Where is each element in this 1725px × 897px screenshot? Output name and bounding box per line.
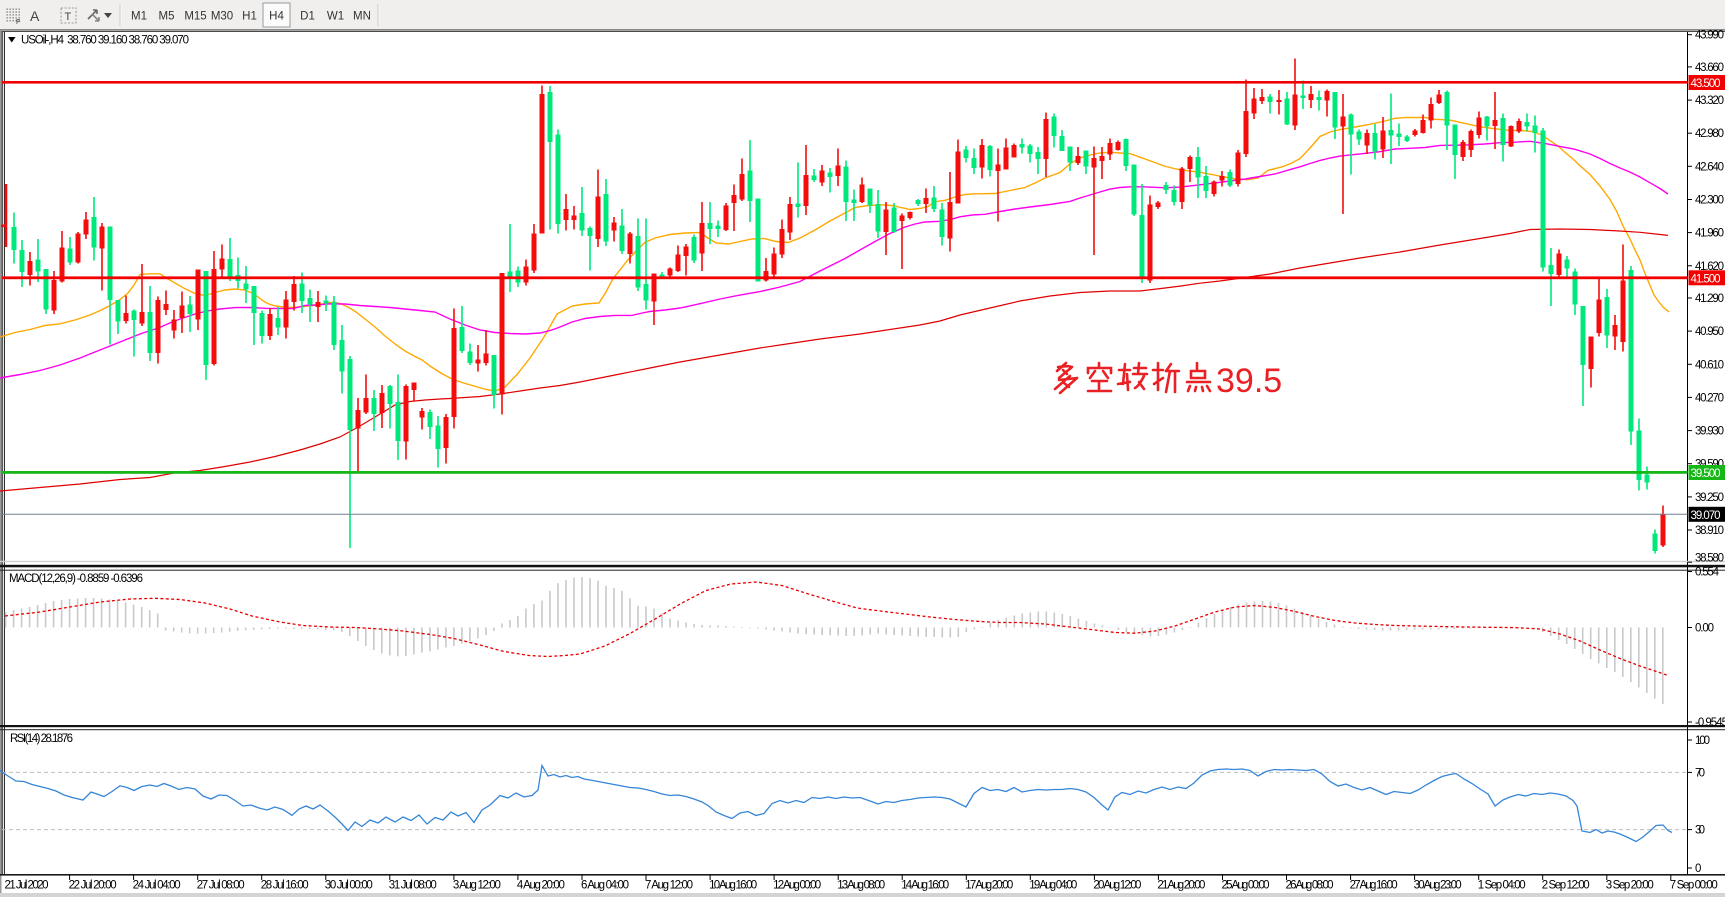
- svg-text:RSI(14) 28.1876: RSI(14) 28.1876: [10, 733, 73, 745]
- svg-text:31 Jul 08:00: 31 Jul 08:00: [389, 880, 437, 892]
- svg-text:20 Aug 12:00: 20 Aug 12:00: [1093, 880, 1141, 892]
- svg-text:42.300: 42.300: [1695, 195, 1724, 207]
- svg-text:W1: W1: [327, 11, 344, 23]
- svg-text:38.580: 38.580: [1695, 552, 1724, 564]
- svg-text:30: 30: [1695, 825, 1705, 837]
- svg-text:25 Aug 00:00: 25 Aug 00:00: [1222, 880, 1270, 892]
- svg-text:4 Aug 20:00: 4 Aug 20:00: [517, 880, 565, 892]
- svg-text:22 Jul 20:00: 22 Jul 20:00: [69, 880, 117, 892]
- svg-text:39.930: 39.930: [1695, 426, 1724, 438]
- svg-text:17 Aug 20:00: 17 Aug 20:00: [965, 880, 1013, 892]
- svg-text:0.554: 0.554: [1695, 567, 1720, 579]
- svg-text:27 Jul 08:00: 27 Jul 08:00: [197, 880, 245, 892]
- svg-text:40.270: 40.270: [1695, 392, 1724, 404]
- svg-text:3 Aug 12:00: 3 Aug 12:00: [453, 880, 501, 892]
- svg-text:39.500: 39.500: [1691, 468, 1721, 480]
- svg-text:43.990: 43.990: [1695, 30, 1724, 42]
- svg-text:13 Aug 08:00: 13 Aug 08:00: [837, 880, 885, 892]
- svg-text:MN: MN: [353, 11, 371, 23]
- svg-text:0: 0: [1695, 863, 1701, 875]
- svg-text:2 Sep 12:00: 2 Sep 12:00: [1542, 880, 1590, 892]
- svg-text:42.640: 42.640: [1695, 161, 1724, 173]
- svg-text:19 Aug 04:00: 19 Aug 04:00: [1029, 880, 1077, 892]
- svg-text:12 Aug 00:00: 12 Aug 00:00: [773, 880, 821, 892]
- svg-text:A: A: [30, 8, 40, 24]
- svg-text:10 Aug 16:00: 10 Aug 16:00: [709, 880, 757, 892]
- svg-text:28 Jul 16:00: 28 Jul 16:00: [261, 880, 309, 892]
- svg-text:41.960: 41.960: [1695, 228, 1724, 240]
- svg-text:M5: M5: [159, 11, 175, 23]
- svg-text:42.980: 42.980: [1695, 128, 1724, 140]
- svg-text:38.910: 38.910: [1695, 525, 1724, 537]
- svg-text:T: T: [65, 11, 72, 23]
- svg-text:14 Aug 16:00: 14 Aug 16:00: [901, 880, 949, 892]
- svg-text:0.00: 0.00: [1695, 623, 1714, 635]
- svg-text:70: 70: [1695, 767, 1705, 779]
- svg-text:H4: H4: [269, 11, 284, 23]
- svg-text:7 Sep 00:00: 7 Sep 00:00: [1670, 880, 1718, 892]
- svg-text:40.610: 40.610: [1695, 359, 1724, 371]
- svg-text:43.660: 43.660: [1695, 62, 1724, 74]
- svg-text:H1: H1: [242, 11, 257, 23]
- svg-text:F: F: [16, 19, 20, 26]
- svg-text:27 Aug 16:00: 27 Aug 16:00: [1350, 880, 1398, 892]
- svg-text:1 Sep 04:00: 1 Sep 04:00: [1478, 880, 1526, 892]
- svg-text:6 Aug 04:00: 6 Aug 04:00: [581, 880, 629, 892]
- svg-text:24 Jul 04:00: 24 Jul 04:00: [133, 880, 181, 892]
- svg-text:USOil-,H4 38.760 39.160 38.76: USOil-,H4 38.760 39.160 38.760 39.070: [21, 35, 189, 47]
- svg-text:43.320: 43.320: [1695, 95, 1724, 107]
- svg-text:30 Jul 00:00: 30 Jul 00:00: [325, 880, 373, 892]
- svg-text:7 Aug 12:00: 7 Aug 12:00: [645, 880, 693, 892]
- svg-text:26 Aug 08:00: 26 Aug 08:00: [1286, 880, 1334, 892]
- svg-text:-0.9545: -0.9545: [1695, 717, 1725, 729]
- svg-text:40.950: 40.950: [1695, 326, 1724, 338]
- svg-text:21 Jul 2020: 21 Jul 2020: [5, 880, 49, 892]
- svg-text:100: 100: [1695, 735, 1710, 747]
- svg-text:M30: M30: [211, 11, 233, 23]
- svg-text:21 Aug 20:00: 21 Aug 20:00: [1157, 880, 1205, 892]
- svg-text:3 Sep 20:00: 3 Sep 20:00: [1606, 880, 1654, 892]
- svg-text:39.250: 39.250: [1695, 492, 1724, 504]
- svg-text:41.500: 41.500: [1691, 273, 1721, 285]
- svg-text:39.5: 39.5: [1216, 362, 1282, 400]
- svg-text:M1: M1: [131, 11, 147, 23]
- svg-text:41.620: 41.620: [1695, 261, 1724, 273]
- svg-text:30 Aug 23:00: 30 Aug 23:00: [1414, 880, 1462, 892]
- svg-text:M15: M15: [184, 11, 206, 23]
- svg-text:43.500: 43.500: [1691, 78, 1721, 90]
- svg-text:39.070: 39.070: [1691, 510, 1721, 522]
- svg-text:MACD(12,26,9) -0.8859 -0.6396: MACD(12,26,9) -0.8859 -0.6396: [9, 573, 143, 585]
- svg-text:41.290: 41.290: [1695, 293, 1724, 305]
- svg-text:D1: D1: [300, 11, 315, 23]
